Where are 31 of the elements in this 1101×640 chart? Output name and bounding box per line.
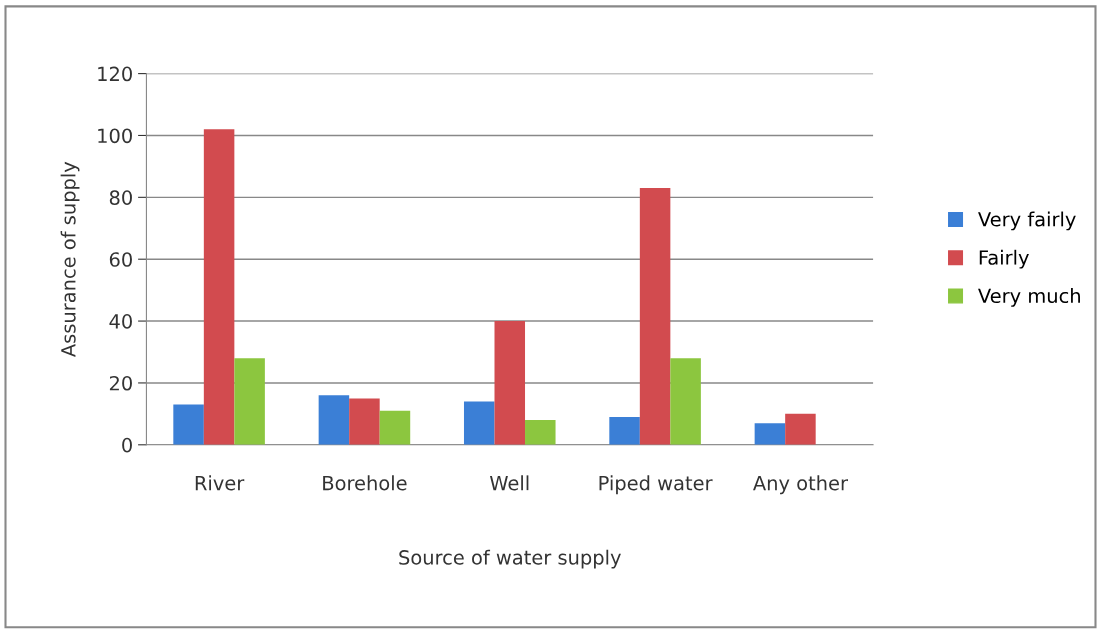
- bar: [670, 358, 701, 445]
- x-axis-title: Source of water supply: [399, 549, 621, 569]
- bar: [754, 423, 786, 445]
- bar: [463, 401, 495, 445]
- bar: [234, 358, 265, 445]
- legend-label: Very much: [978, 288, 1080, 307]
- y-tick-label: 0: [122, 437, 132, 453]
- y-axis-title: Assurance of supply: [60, 161, 80, 358]
- x-tick-label: Borehole: [323, 475, 407, 491]
- x-tick-label: Any other: [753, 475, 848, 495]
- y-tick-label: 80: [109, 190, 132, 205]
- y-tick-label: 100: [98, 128, 132, 144]
- bar: [785, 413, 816, 445]
- legend-label: Fairly: [979, 249, 1029, 269]
- legend-label: Very fairly: [978, 211, 1076, 231]
- bar: [173, 404, 204, 445]
- bar: [318, 395, 350, 445]
- y-tick-label: 20: [109, 375, 132, 391]
- x-tick-label: Piped water: [599, 475, 713, 495]
- bar: [525, 420, 556, 445]
- y-tick-label: 120: [98, 66, 132, 82]
- bar: [203, 129, 235, 445]
- x-tick-label: River: [195, 475, 245, 491]
- y-tick-label: 40: [109, 314, 132, 329]
- x-tick-label: Well: [489, 475, 529, 491]
- bar: [379, 410, 411, 445]
- bar: [349, 398, 380, 445]
- y-tick-label: 60: [109, 252, 132, 267]
- bar: [639, 188, 671, 445]
- bar: [494, 321, 526, 445]
- bar: [609, 416, 640, 445]
